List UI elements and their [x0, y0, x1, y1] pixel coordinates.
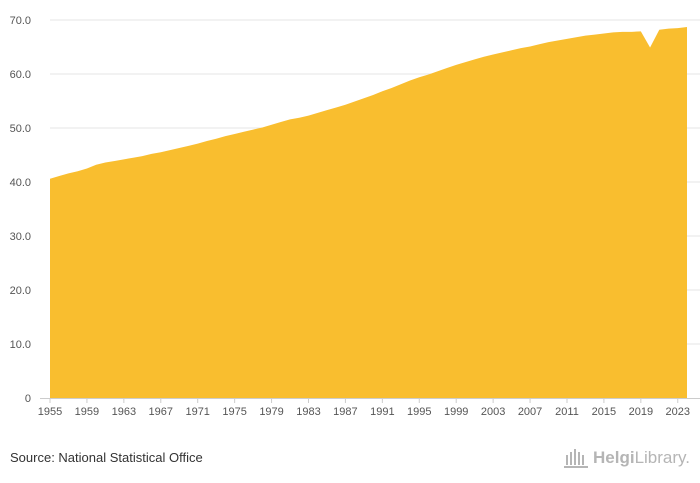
helgilibrary-logo: Helgi Library. — [563, 444, 690, 472]
x-tick-label: 1991 — [370, 406, 394, 418]
series-area — [50, 27, 687, 399]
x-tick-label: 2023 — [666, 406, 690, 418]
y-tick-label: 30.0 — [10, 231, 31, 243]
x-tick-label: 1963 — [112, 406, 136, 418]
x-tick-label: 2003 — [481, 406, 505, 418]
x-tick-label: 1987 — [333, 406, 357, 418]
source-note: Source: National Statistical Office — [10, 450, 203, 465]
y-tick-label: 0 — [25, 393, 31, 405]
y-tick-label: 60.0 — [10, 69, 31, 81]
x-tick-label: 1999 — [444, 406, 468, 418]
x-tick-label: 1983 — [296, 406, 320, 418]
series-area-layer — [50, 27, 687, 399]
y-axis-tick-labels: 0 10.0 20.0 30.0 40.0 50.0 60.0 70.0 — [10, 15, 31, 405]
x-tick-label: 1979 — [259, 406, 283, 418]
axes — [40, 398, 700, 403]
x-tick-label: 1995 — [407, 406, 431, 418]
library-building-icon — [564, 449, 588, 468]
y-tick-label: 70.0 — [10, 15, 31, 27]
logo-text-bold: Helgi — [593, 448, 635, 467]
x-tick-label: 1971 — [185, 406, 209, 418]
x-axis-tick-labels: 1955 1959 1963 1967 1971 1975 1979 1983 1987 1991… — [38, 406, 690, 418]
y-tick-label: 40.0 — [10, 177, 31, 189]
x-tick-label: 1955 — [38, 406, 62, 418]
y-tick-label: 10.0 — [10, 339, 31, 351]
logo-text: Library. — [634, 448, 690, 467]
x-tick-label: 2011 — [555, 406, 579, 418]
x-tick-label: 2007 — [518, 406, 542, 418]
x-tick-label: 1967 — [149, 406, 173, 418]
y-tick-label: 20.0 — [10, 285, 31, 297]
x-tick-label: 2015 — [592, 406, 616, 418]
x-tick-label: 2019 — [629, 406, 653, 418]
area-chart: 010.020.030.040.050.060.070.0 1955 1959 19… — [10, 15, 700, 418]
x-tick-label: 1975 — [222, 406, 246, 418]
x-tick-label: 1959 — [75, 406, 99, 418]
chart-footer: Source: National Statistical Office Helg… — [0, 430, 700, 483]
y-tick-label: 50.0 — [10, 123, 31, 135]
